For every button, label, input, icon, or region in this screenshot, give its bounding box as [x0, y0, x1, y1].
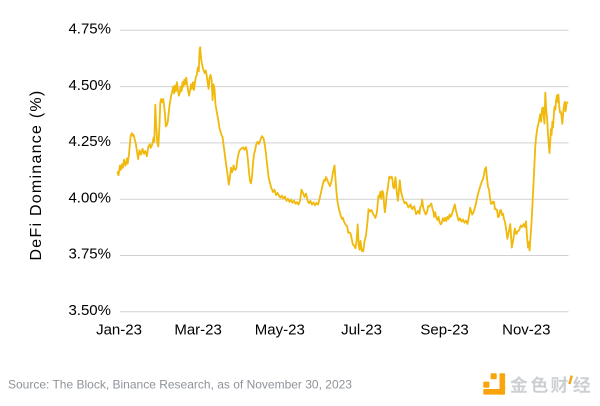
svg-text:3.50%: 3.50% — [68, 302, 111, 319]
svg-text:4.25%: 4.25% — [68, 133, 111, 150]
svg-text:DeFi Dominance (%): DeFi Dominance (%) — [28, 90, 45, 261]
svg-text:4.50%: 4.50% — [68, 77, 111, 94]
svg-text:4.00%: 4.00% — [68, 189, 111, 206]
svg-text:May-23: May-23 — [255, 322, 305, 339]
svg-text:Source: The Block, Binance Res: Source: The Block, Binance Research, as … — [8, 378, 352, 392]
svg-text:Sep-23: Sep-23 — [420, 322, 468, 339]
svg-text:Nov-23: Nov-23 — [502, 322, 550, 339]
svg-text:Jan-23: Jan-23 — [96, 322, 142, 339]
svg-text:Jul-23: Jul-23 — [341, 322, 382, 339]
svg-text:4.75%: 4.75% — [68, 21, 111, 38]
svg-text:Mar-23: Mar-23 — [174, 322, 222, 339]
svg-text:3.75%: 3.75% — [68, 246, 111, 263]
